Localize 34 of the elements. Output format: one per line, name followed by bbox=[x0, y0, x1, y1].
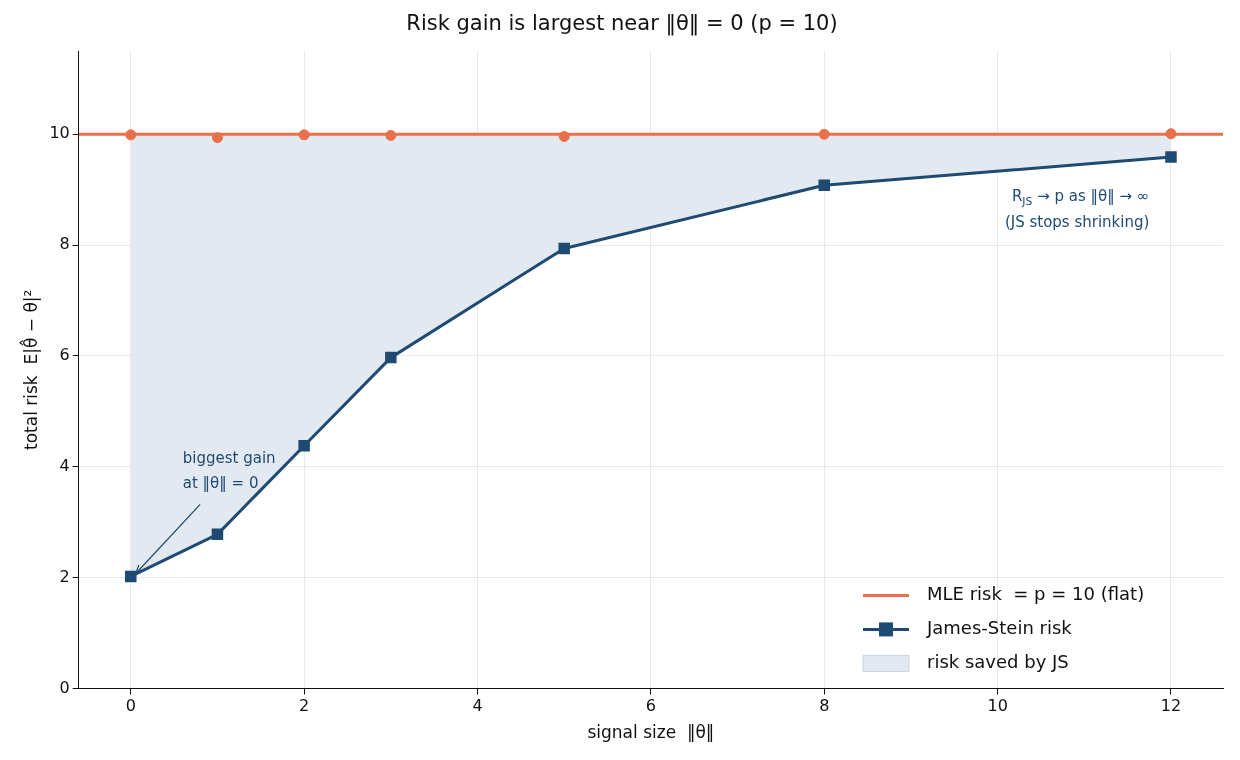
point bbox=[1165, 151, 1177, 163]
point bbox=[385, 351, 397, 364]
x-tick-label: 12 bbox=[1160, 696, 1182, 716]
y-tick-label: 0 bbox=[59, 677, 70, 697]
x-tick-label: 8 bbox=[819, 696, 830, 716]
point bbox=[298, 439, 310, 452]
point bbox=[818, 179, 830, 192]
point bbox=[125, 570, 137, 583]
point bbox=[385, 129, 397, 141]
point bbox=[558, 242, 570, 255]
x-tick-label: 2 bbox=[299, 696, 310, 716]
point bbox=[818, 128, 830, 140]
point bbox=[125, 129, 137, 141]
annotation: biggest gain at ‖θ‖ = 0 bbox=[182, 448, 276, 492]
x-tick-label: 6 bbox=[645, 696, 656, 716]
legend-label: James-Stein risk bbox=[926, 617, 1073, 639]
legend-label: MLE risk = p = 10 (flat) bbox=[927, 583, 1145, 605]
legend-label: risk saved by JS bbox=[927, 651, 1069, 673]
x-tick-label: 0 bbox=[125, 696, 136, 716]
y-tick-label: 2 bbox=[59, 566, 70, 586]
x-tick-label: 10 bbox=[987, 696, 1008, 716]
point bbox=[211, 132, 223, 144]
y-axis-title: total risk E|θ̂ − θ|² bbox=[18, 289, 41, 450]
point bbox=[1165, 128, 1177, 140]
y-tick-label: 10 bbox=[49, 123, 70, 143]
y-tick-label: 8 bbox=[59, 234, 70, 254]
x-axis-title: signal size ‖θ‖ bbox=[587, 722, 715, 743]
chart-title: Risk gain is largest near ‖θ‖ = 0 (p = 10) bbox=[406, 11, 838, 37]
y-tick-label: 6 bbox=[59, 345, 70, 365]
y-tick-label: 4 bbox=[59, 455, 70, 475]
point bbox=[558, 131, 570, 143]
point bbox=[298, 129, 310, 141]
x-tick-label: 4 bbox=[472, 696, 483, 716]
point bbox=[211, 528, 224, 541]
